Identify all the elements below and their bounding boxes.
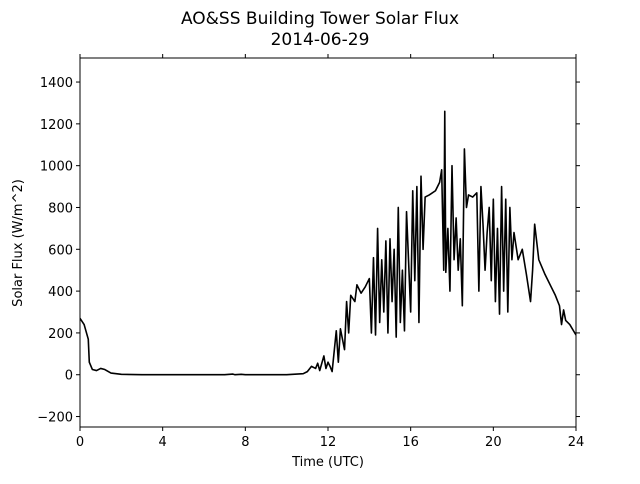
x-tick-label: 4 <box>159 435 167 450</box>
x-tick-label: 24 <box>568 435 585 450</box>
y-tick-label: 0 <box>65 369 73 384</box>
x-tick-label: 20 <box>485 435 502 450</box>
y-tick-label: 1000 <box>40 160 73 175</box>
x-tick-label: 12 <box>320 435 337 450</box>
y-tick-label: 600 <box>48 243 73 258</box>
y-tick-label: 800 <box>48 201 73 216</box>
y-tick-label: 200 <box>48 327 73 342</box>
x-tick-label: 8 <box>241 435 249 450</box>
chart-title: AO&SS Building Tower Solar Flux <box>181 9 459 29</box>
y-tick-label: 1200 <box>40 118 73 133</box>
series-line <box>80 110 576 376</box>
chart-subtitle: 2014-06-29 <box>271 30 370 50</box>
y-tick-label: −200 <box>37 411 73 426</box>
y-tick-label: 1400 <box>40 76 73 91</box>
y-axis-label: Solar Flux (W/m^2) <box>11 179 26 307</box>
x-axis-label: Time (UTC) <box>291 455 364 470</box>
plot-frame <box>79 57 577 428</box>
x-tick-label: 16 <box>402 435 419 450</box>
x-tick-label: 0 <box>76 435 84 450</box>
y-tick-label: 400 <box>48 285 73 300</box>
